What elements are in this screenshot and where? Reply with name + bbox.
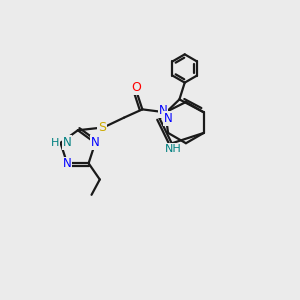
Text: H: H [51, 138, 59, 148]
Text: N: N [63, 158, 71, 170]
Text: N: N [159, 104, 167, 117]
Text: NH: NH [165, 144, 182, 154]
Text: N: N [164, 112, 172, 125]
Text: N: N [63, 136, 72, 149]
Text: N: N [91, 136, 100, 149]
Text: S: S [98, 122, 106, 134]
Text: O: O [131, 81, 141, 94]
